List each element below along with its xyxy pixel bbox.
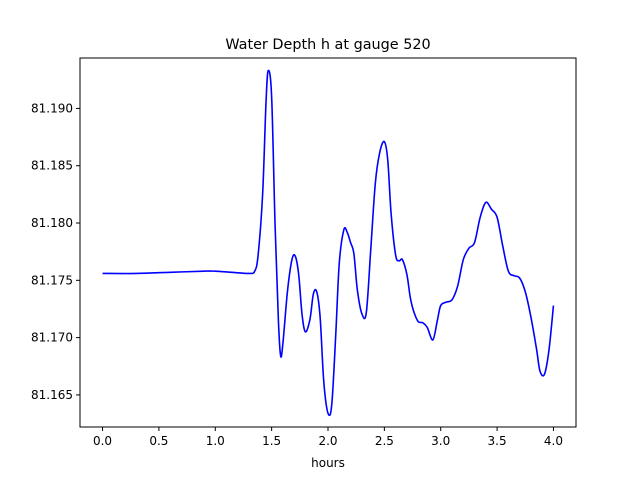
x-tick-label: 2.0: [318, 434, 337, 448]
series-line-0: [102, 69, 555, 417]
y-tick-label: 81.190: [31, 101, 73, 115]
x-tick-label: 0.0: [93, 434, 112, 448]
y-tick-label: 81.185: [31, 159, 73, 173]
y-tick-label: 81.180: [31, 216, 73, 230]
x-axis-label: hours: [311, 456, 345, 470]
y-tick-label: 81.175: [31, 273, 73, 287]
x-tick-label: 0.5: [149, 434, 168, 448]
x-tick-label: 2.5: [375, 434, 394, 448]
y-tick-label: 81.165: [31, 388, 73, 402]
x-tick-label: 4.0: [544, 434, 563, 448]
plot-area: [102, 69, 555, 417]
x-tick-label: 3.0: [431, 434, 450, 448]
x-tick-label: 1.5: [262, 434, 281, 448]
x-tick-label: 3.5: [488, 434, 507, 448]
y-tick-label: 81.170: [31, 331, 73, 345]
x-tick-label: 1.0: [206, 434, 225, 448]
x-axis: 0.0 0.5 1.0 1.5 2.0 2.5 3.0 3.5 4.0: [93, 427, 563, 448]
chart-title: Water Depth h at gauge 520: [225, 37, 430, 53]
y-axis: 81.165 81.170 81.175 81.180 81.185 81.190: [31, 101, 80, 402]
